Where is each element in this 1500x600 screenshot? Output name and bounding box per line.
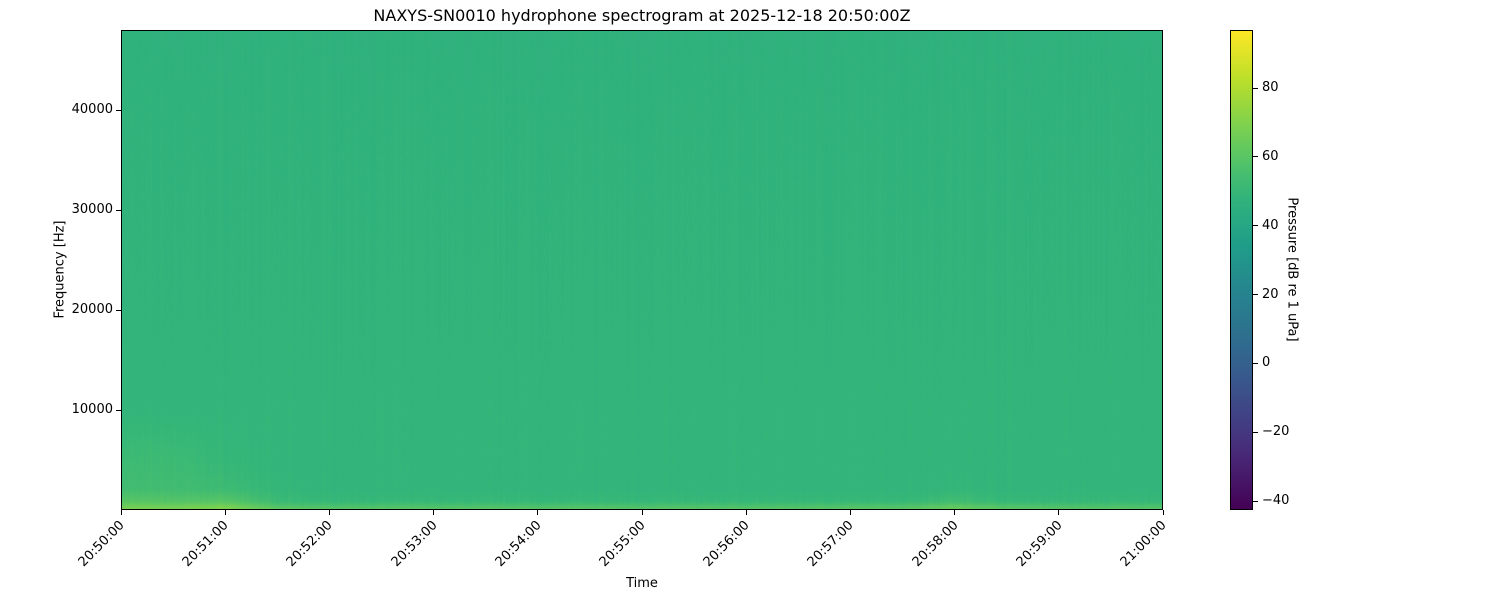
y-tick-label: 20000 [71,302,113,317]
colorbar-tick-mark [1253,156,1258,158]
x-tick-mark [1058,510,1060,515]
colorbar-tick-label: −40 [1262,493,1290,509]
colorbar [1230,30,1253,510]
y-tick-mark [116,109,121,111]
colorbar-tick-label: 80 [1262,80,1279,96]
x-tick-label: 20:56:00 [700,518,753,570]
x-tick-mark [745,510,747,515]
x-tick-mark [641,510,643,515]
x-tick-label: 20:57:00 [805,518,857,570]
x-tick-mark [537,510,539,515]
x-tick-label: 20:50:00 [75,518,128,570]
x-tick-label: 20:51:00 [179,518,232,570]
colorbar-tick-mark [1253,87,1258,89]
colorbar-tick-label: 20 [1262,286,1279,302]
colorbar-tick-mark [1253,431,1258,433]
x-tick-mark [954,510,956,515]
colorbar-tick-mark [1253,362,1258,364]
y-tick-label: 10000 [71,402,113,417]
colorbar-tick-label: 40 [1262,217,1279,233]
y-tick-mark [116,209,121,211]
colorbar-tick-label: 60 [1262,148,1279,164]
colorbar-tick-mark [1253,294,1258,296]
x-tick-label: 21:00:00 [1117,518,1170,570]
x-tick-label: 20:59:00 [1013,518,1066,570]
colorbar-tick-label: −20 [1262,424,1290,440]
x-tick-label: 20:58:00 [909,518,962,570]
x-tick-mark [433,510,435,515]
x-tick-mark [120,510,122,515]
x-tick-mark [849,510,851,515]
y-axis-label: Frequency [Hz] [52,220,68,319]
x-tick-label: 20:52:00 [284,518,336,570]
y-tick-label: 40000 [71,102,113,117]
colorbar-tick-mark [1253,225,1258,227]
colorbar-tick-mark [1253,500,1258,502]
colorbar-label: Pressure [dB re 1 uPa] [1284,197,1300,342]
y-tick-mark [116,309,121,311]
spectrogram-heatmap [122,31,1162,509]
colorbar-tick-label: 0 [1262,355,1271,371]
x-tick-mark [1162,510,1164,515]
x-tick-mark [224,510,226,515]
x-tick-label: 20:55:00 [596,518,649,570]
x-tick-label: 20:54:00 [492,518,545,570]
y-tick-mark [116,409,121,411]
y-tick-label: 30000 [71,202,113,217]
chart-title: NAXYS-SN0010 hydrophone spectrogram at 2… [373,6,911,25]
x-tick-label: 20:53:00 [388,518,441,570]
plot-area-frame [121,30,1163,510]
x-axis-label: Time [626,576,658,591]
x-tick-mark [328,510,330,515]
